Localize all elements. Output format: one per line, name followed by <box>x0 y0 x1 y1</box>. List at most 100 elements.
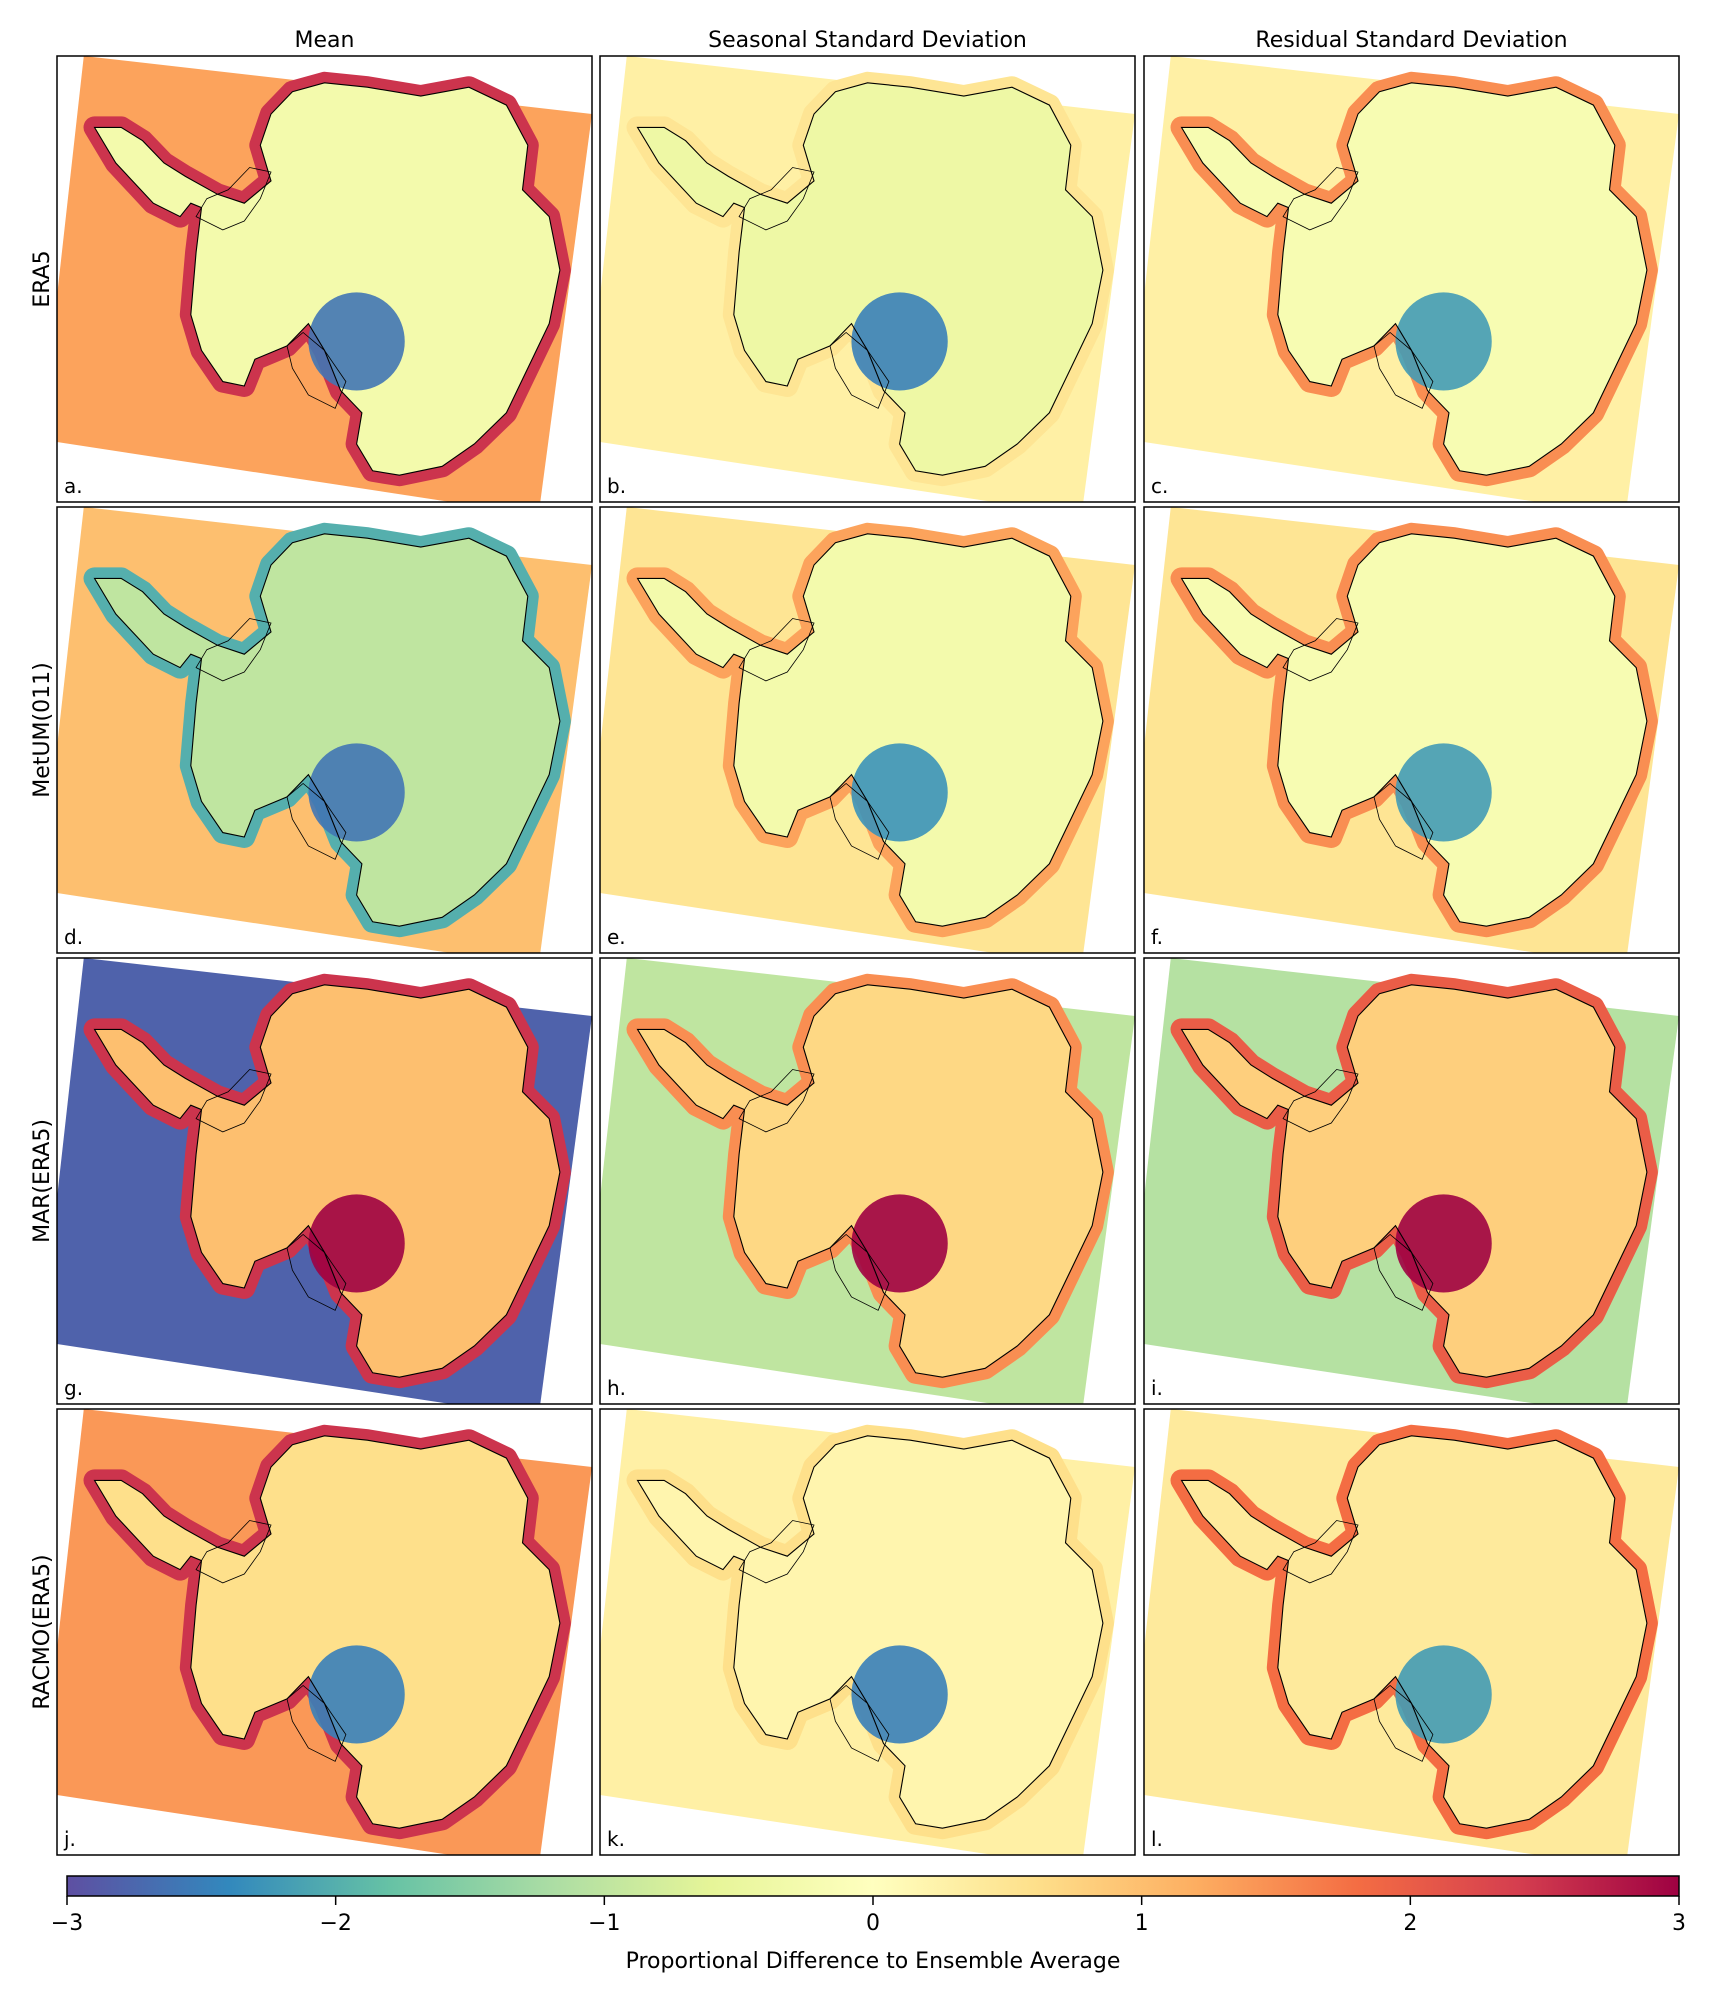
interior-field <box>94 82 560 476</box>
ice-shelf-contour <box>286 1233 347 1311</box>
ice-shelf-contour <box>1282 1069 1359 1133</box>
coastline <box>1180 1435 1648 1829</box>
coastline <box>1180 533 1648 927</box>
colorbar-tick-label: 1 <box>1135 1911 1149 1936</box>
ice-shelf-contour <box>1373 331 1434 409</box>
anomaly-region <box>1395 743 1492 842</box>
ice-shelf-contour <box>195 167 272 231</box>
row-labels: ERA5 MetUM(011) MAR(ERA5) RACMO(ERA5) <box>30 250 55 1709</box>
coastline <box>636 984 1104 1378</box>
ice-shelf-contour <box>1373 782 1434 860</box>
panel-a: a. <box>56 55 593 503</box>
panel-h: h. <box>599 957 1136 1405</box>
anomaly-region <box>308 1645 405 1744</box>
anomaly-region <box>308 1194 405 1293</box>
panel-frame <box>56 1408 593 1856</box>
anomaly-region <box>851 743 948 842</box>
coastline <box>93 984 561 1378</box>
ice-shelf-contour <box>195 1520 272 1584</box>
panel-g: g. <box>56 957 593 1405</box>
colorbar-tick-label: −3 <box>51 1911 83 1936</box>
interior-field <box>94 533 560 927</box>
anomaly-region <box>851 1194 948 1293</box>
interior-field <box>637 984 1103 1378</box>
panel-frame <box>599 55 1136 503</box>
coastline <box>1180 984 1648 1378</box>
panel-frame <box>56 506 593 954</box>
panel-frame <box>599 506 1136 954</box>
colorbar-tick-label: 0 <box>866 1911 880 1936</box>
panel-k: k. <box>599 1408 1136 1856</box>
colorbar-tick-label: 2 <box>1403 1911 1417 1936</box>
ice-shelf-contour <box>286 782 347 860</box>
panel-label: k. <box>607 1827 625 1851</box>
panel-label: c. <box>1151 474 1168 498</box>
ice-shelf-contour <box>829 1684 890 1762</box>
panel-label: g. <box>64 1376 83 1400</box>
panel-label: b. <box>607 474 626 498</box>
panel-label: a. <box>64 474 83 498</box>
colorbar-gradient <box>67 1876 1679 1896</box>
panel-e: e. <box>599 506 1136 954</box>
panel-label: f. <box>1151 925 1163 949</box>
colorbar-tick-label: −2 <box>319 1911 351 1936</box>
ice-shelf-contour <box>1282 618 1359 682</box>
ice-shelf-contour <box>829 782 890 860</box>
column-title: Mean <box>295 28 355 53</box>
interior-field <box>637 82 1103 476</box>
ice-shelf-contour <box>1282 1520 1359 1584</box>
row-label: MAR(ERA5) <box>30 1119 55 1243</box>
interior-field <box>637 533 1103 927</box>
ice-shelf-contour <box>286 331 347 409</box>
panel-frame <box>1143 55 1680 503</box>
coastline <box>93 1435 561 1829</box>
column-title: Seasonal Standard Deviation <box>708 28 1027 53</box>
anomaly-region <box>308 743 405 842</box>
coastline <box>93 533 561 927</box>
colorbar: −3 −2 −1 0 1 2 3 Proportional Difference to Ens… <box>51 1875 1686 1974</box>
ice-shelf-contour <box>195 618 272 682</box>
coastline <box>636 533 1104 927</box>
panel-frame <box>1143 957 1680 1405</box>
ice-shelf-contour <box>738 167 815 231</box>
anomaly-region <box>851 1645 948 1744</box>
panel-d: d. <box>56 506 593 954</box>
panel-j: j. <box>56 1408 593 1856</box>
row-label: MetUM(011) <box>30 662 55 797</box>
row-label: ERA5 <box>30 250 55 307</box>
panel-frame <box>56 957 593 1405</box>
anomaly-region <box>851 292 948 391</box>
coastline <box>93 82 561 476</box>
ice-shelf-contour <box>1282 167 1359 231</box>
row-label: RACMO(ERA5) <box>30 1554 55 1709</box>
column-titles: Mean Seasonal Standard Deviation Residual … <box>295 28 1568 53</box>
panel-label: h. <box>607 1376 626 1400</box>
ice-shelf-contour <box>195 1069 272 1133</box>
colorbar-tick-label: −1 <box>588 1911 620 1936</box>
ice-shelf-contour <box>738 1069 815 1133</box>
anomaly-region <box>308 292 405 391</box>
ice-shelf-contour <box>1373 1684 1434 1762</box>
ice-shelf-contour <box>1373 1233 1434 1311</box>
colorbar-label: Proportional Difference to Ensemble Aver… <box>626 1949 1121 1974</box>
anomaly-region <box>1395 292 1492 391</box>
ice-shelf-contour <box>738 618 815 682</box>
interior-field <box>1181 1435 1647 1829</box>
coastline <box>1180 82 1648 476</box>
colorbar-tick-label: 3 <box>1672 1911 1686 1936</box>
ice-shelf-contour <box>829 1233 890 1311</box>
interior-field <box>1181 533 1647 927</box>
panel-label: j. <box>63 1827 76 1851</box>
panel-label: l. <box>1151 1827 1163 1851</box>
interior-field <box>1181 82 1647 476</box>
anomaly-region <box>1395 1194 1492 1293</box>
panel-frame <box>599 957 1136 1405</box>
panel-frame <box>1143 1408 1680 1856</box>
panel-b: b. <box>599 55 1136 503</box>
ice-shelf-contour <box>829 331 890 409</box>
interior-field <box>1181 984 1647 1378</box>
panel-f: f. <box>1143 506 1680 954</box>
panel-frame <box>1143 506 1680 954</box>
panel-l: l. <box>1143 1408 1680 1856</box>
